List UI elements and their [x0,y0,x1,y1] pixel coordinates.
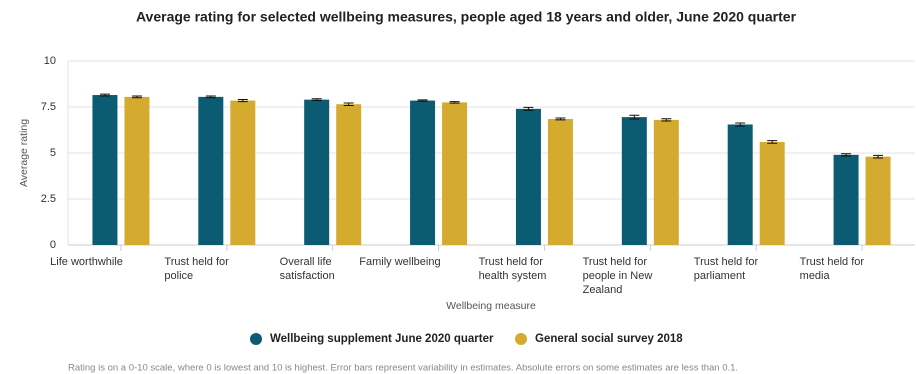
error-bar [311,98,322,102]
y-tick-label: 10 [44,55,56,67]
error-bar [99,93,110,97]
error-bar [629,114,640,120]
bar [230,100,256,245]
bar [304,99,330,245]
footnote: Rating is on a 0-10 scale, where 0 is lo… [68,363,738,374]
y-tick-label: 2.5 [41,193,56,205]
error-bar [873,154,884,159]
error-bar [343,102,354,107]
x-tick-label: Overall life satisfaction [280,256,335,282]
x-tick-label: Life worthwhile [50,256,123,268]
error-bar [661,118,672,122]
legend-swatch [515,333,527,345]
error-bar [523,106,534,111]
error-bar [449,101,460,104]
legend-label: General social survey 2018 [535,333,683,345]
legend-swatch [250,333,262,345]
y-tick-label: 5 [50,147,56,159]
error-bar [735,122,746,127]
x-axis-title: Wellbeing measure [446,300,536,312]
x-tick-label: Trust held for health system [479,256,547,282]
legend-label: Wellbeing supplement June 2020 quarter [270,333,494,345]
bar [442,102,468,246]
error-bar [555,117,566,121]
chart-title: Average rating for selected wellbeing me… [136,9,797,25]
error-bar [767,140,778,144]
bar [336,104,362,246]
bar [759,141,785,245]
y-axis-title: Average rating [18,119,30,187]
x-tick-label: Trust held for parliament [694,256,759,282]
x-tick-label: Trust held for people in New Zealand [583,256,653,296]
error-bar [131,95,142,99]
error-bar [417,99,428,102]
error-bar [205,95,216,99]
bar [515,108,541,245]
bar [547,118,573,245]
bar [410,100,436,245]
x-tick-label: Family wellbeing [359,256,440,268]
bar [621,117,647,245]
bar [92,95,118,245]
error-bar [841,153,852,157]
x-tick-label: Trust held for police [164,256,229,282]
x-tick-label: Trust held for media [800,256,865,282]
y-tick-label: 0 [50,239,56,251]
bar [833,154,859,245]
bar [727,124,753,245]
bar [124,96,150,245]
error-bar [237,98,248,103]
y-tick-label: 7.5 [41,101,56,113]
bar [198,96,224,245]
bar [865,156,891,245]
bar [653,119,679,245]
